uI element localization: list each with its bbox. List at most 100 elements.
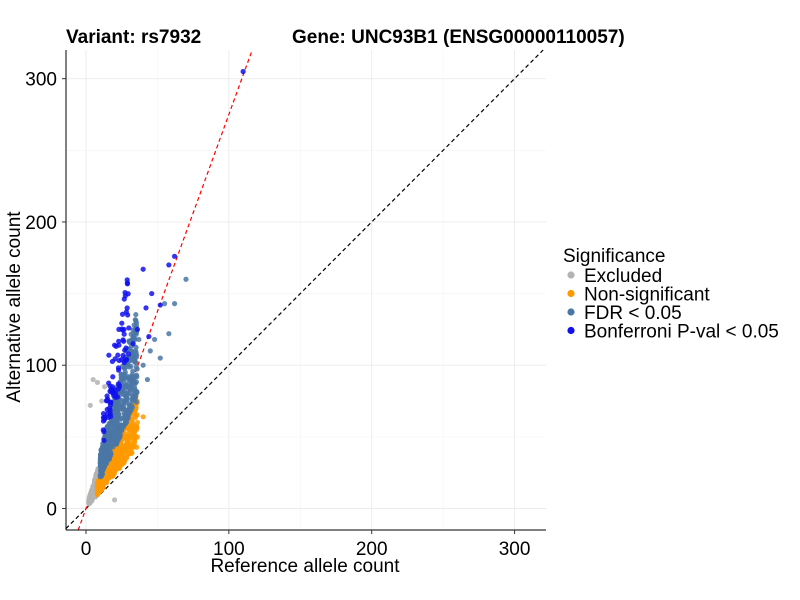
data-point [124, 356, 130, 362]
data-point [183, 276, 189, 282]
x-tick-label: 300 [499, 539, 531, 560]
data-points [86, 68, 246, 507]
data-point [114, 455, 120, 461]
data-point [111, 497, 118, 503]
data-point [130, 422, 136, 429]
data-point [121, 458, 128, 464]
data-point [143, 305, 149, 311]
data-point [101, 384, 108, 390]
data-point [120, 337, 126, 343]
data-point [121, 371, 127, 377]
data-point [107, 402, 114, 408]
data-point [132, 336, 138, 343]
data-point [104, 393, 110, 399]
data-point [132, 317, 138, 323]
data-point [132, 386, 138, 392]
data-point [120, 447, 126, 453]
legend-title: Significance [563, 246, 665, 267]
title-gene: Gene: UNC93B1 (ENSG00000110057) [292, 27, 625, 48]
identity-line [65, 49, 544, 529]
y-tick-label: 200 [25, 213, 57, 234]
data-point [100, 418, 107, 424]
y-axis-title: Alternative allele count [4, 211, 25, 403]
data-point [125, 434, 132, 440]
x-axis-title: Reference allele count [210, 556, 400, 577]
data-point [132, 428, 138, 434]
data-point [125, 312, 131, 318]
data-point [127, 408, 133, 414]
data-point [122, 289, 128, 296]
data-point [90, 495, 96, 501]
data-point [99, 446, 105, 453]
legend-swatch [567, 326, 575, 335]
data-point [123, 345, 129, 351]
legend-swatch [567, 271, 575, 279]
data-point [124, 281, 131, 287]
data-point [126, 402, 132, 408]
data-point [107, 407, 113, 413]
data-point [134, 444, 140, 450]
data-point [116, 326, 122, 333]
data-point [113, 415, 119, 421]
data-point [90, 376, 96, 383]
data-point [110, 374, 116, 380]
title-variant: Variant: rs7932 [66, 27, 201, 48]
data-point [123, 384, 129, 390]
data-point [108, 472, 114, 478]
data-point [133, 311, 139, 318]
data-point [101, 437, 107, 444]
data-point [166, 262, 172, 268]
data-point [140, 362, 146, 368]
data-point [149, 290, 155, 297]
data-point [109, 466, 116, 472]
data-point [133, 344, 139, 350]
data-point [140, 414, 146, 420]
data-point [131, 380, 137, 386]
data-point [133, 350, 139, 356]
data-point [112, 431, 118, 437]
data-point [171, 253, 178, 259]
data-point [125, 373, 131, 380]
y-tick-label: 100 [25, 356, 57, 377]
data-point [126, 325, 132, 331]
legend-label: FDR < 0.05 [584, 303, 682, 324]
data-point [136, 336, 142, 343]
axes: 0 100 200 300 0 100 200 300 [25, 50, 546, 560]
data-point [130, 392, 136, 399]
data-point [140, 266, 146, 272]
data-point [115, 352, 121, 358]
data-point [161, 301, 168, 307]
legend-swatch [567, 308, 575, 316]
data-point [126, 380, 132, 386]
data-point [116, 451, 123, 457]
data-point [124, 438, 130, 444]
data-point [121, 296, 127, 302]
data-point [116, 338, 122, 344]
data-point [144, 376, 151, 383]
data-point [123, 412, 129, 418]
data-point [108, 425, 114, 432]
data-point [107, 420, 113, 427]
data-point [105, 414, 111, 420]
data-point [146, 333, 152, 340]
data-point [100, 467, 106, 473]
data-point [134, 412, 140, 418]
data-point [119, 311, 126, 317]
data-point [128, 384, 134, 390]
data-point [171, 301, 178, 307]
data-point [111, 342, 118, 348]
data-point [106, 352, 112, 358]
data-point [120, 352, 126, 359]
data-point [122, 443, 129, 449]
data-point [110, 440, 116, 446]
data-point [116, 367, 122, 373]
data-point [129, 375, 135, 381]
data-point [90, 489, 96, 496]
data-point [117, 461, 124, 467]
data-point [125, 451, 132, 457]
data-point [98, 485, 104, 491]
data-point [126, 351, 132, 357]
data-point [166, 331, 172, 337]
data-point [126, 427, 132, 433]
grid [66, 50, 546, 530]
